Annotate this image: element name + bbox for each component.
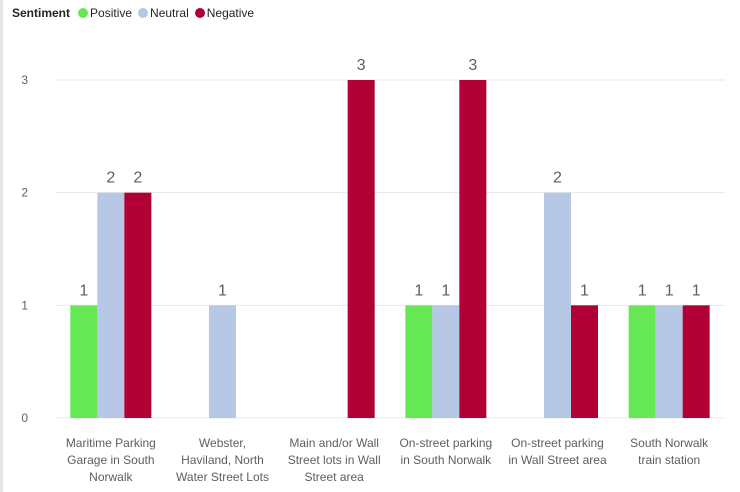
y-tick-label-1: 1 — [21, 298, 28, 312]
legend-item-positive[interactable]: Positive — [78, 6, 132, 20]
x-tick-label: train station — [638, 453, 700, 467]
x-tick-label: Water Street Lots — [176, 470, 269, 484]
legend-label-neutral: Neutral — [150, 6, 189, 20]
x-tick-label: Haviland, North — [181, 453, 264, 467]
legend-dot-positive — [78, 8, 89, 18]
y-tick-label-2: 2 — [21, 186, 28, 200]
bar-negative — [124, 192, 152, 418]
legend-dot-neutral — [138, 8, 149, 18]
data-label: 2 — [133, 170, 142, 187]
bar-neutral — [97, 192, 125, 418]
data-label: 1 — [692, 282, 701, 299]
bar-neutral — [432, 305, 460, 418]
data-label: 1 — [638, 282, 647, 299]
y-tick-label-0: 0 — [21, 411, 28, 425]
bar-positive — [628, 305, 656, 418]
data-label: 1 — [441, 282, 450, 299]
bar-neutral — [544, 192, 571, 418]
data-label: 3 — [468, 57, 477, 74]
legend-label-negative: Negative — [206, 6, 255, 20]
x-tick-label: Main and/or Wall — [289, 436, 379, 450]
x-tick-label: Garage in South — [67, 453, 154, 467]
legend-item-negative[interactable]: Negative — [194, 6, 255, 20]
data-label: 3 — [357, 57, 366, 74]
y-tick-label-3: 3 — [21, 73, 28, 87]
x-tick-label: On-street parking — [511, 436, 604, 450]
data-label: 1 — [414, 282, 423, 299]
bar-neutral — [209, 305, 236, 418]
bar-negative — [571, 305, 598, 418]
legend-dot-negative — [194, 8, 205, 18]
x-tick-label: Webster, — [199, 436, 246, 450]
x-tick-label: Norwalk — [89, 470, 133, 484]
bar-negative — [459, 80, 487, 418]
data-label: 2 — [106, 170, 115, 187]
x-tick-label: On-street parking — [399, 436, 492, 450]
x-tick-label: Street lots in Wall — [288, 453, 381, 467]
data-label: 2 — [553, 170, 562, 187]
bar-neutral — [655, 305, 683, 418]
bar-positive — [70, 305, 98, 418]
x-tick-label: Maritime Parking — [66, 436, 156, 450]
x-tick-label: in Wall Street area — [508, 453, 607, 467]
data-label: 1 — [218, 282, 227, 299]
legend: Sentiment Positive Neutral Negative — [12, 6, 256, 20]
x-tick-label: South Norwalk — [630, 436, 709, 450]
data-label: 1 — [580, 282, 589, 299]
data-label: 1 — [665, 282, 674, 299]
left-edge-bar — [0, 0, 3, 492]
data-label: 1 — [79, 282, 88, 299]
legend-label-positive: Positive — [90, 6, 133, 20]
x-tick-label: in South Norwalk — [400, 453, 492, 467]
x-tick-label: Street area — [304, 470, 364, 484]
bar-negative — [682, 305, 710, 418]
legend-title: Sentiment — [12, 6, 71, 20]
legend-item-neutral[interactable]: Neutral — [138, 6, 189, 20]
bar-positive — [405, 305, 433, 418]
bar-negative — [347, 80, 375, 418]
